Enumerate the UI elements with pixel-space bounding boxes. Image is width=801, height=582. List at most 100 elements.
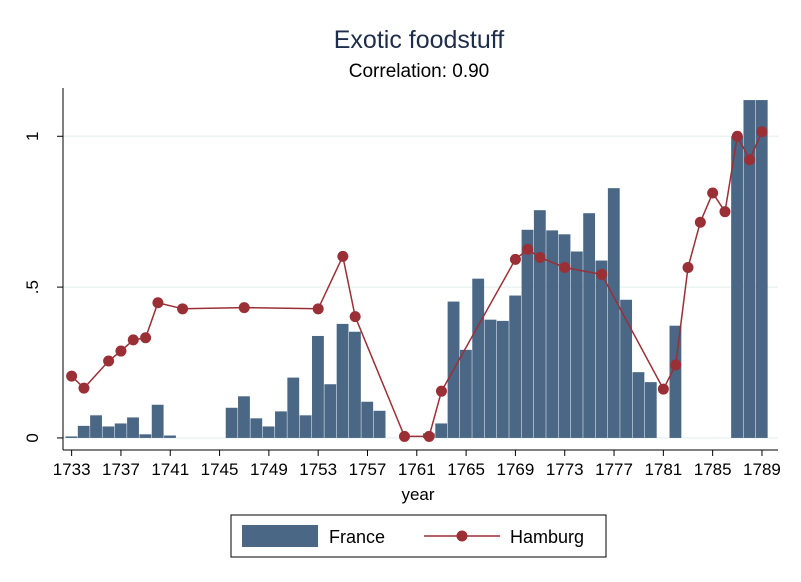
x-tick-label: 1737 (102, 460, 140, 479)
x-tick-label: 1753 (299, 460, 337, 479)
france-bar (546, 230, 559, 438)
hamburg-point (66, 370, 78, 382)
france-bar (90, 415, 102, 438)
legend-swatch-france (242, 525, 318, 547)
france-bar (509, 295, 522, 438)
france-bar (521, 229, 534, 438)
x-tick-label: 1741 (151, 460, 189, 479)
chart-subtitle: Correlation: 0.90 (349, 61, 489, 82)
france-bar (164, 435, 176, 438)
france-bar (533, 210, 546, 438)
hamburg-point (78, 382, 90, 394)
x-tick-label: 1781 (644, 460, 682, 479)
france-bar (238, 396, 250, 438)
france-bar (632, 372, 645, 438)
france-bar (324, 384, 337, 438)
france-bar (349, 331, 361, 438)
hamburg-point (694, 216, 706, 228)
france-bar (287, 377, 300, 438)
hamburg-line (66, 126, 768, 442)
x-tick-label: 1769 (497, 460, 535, 479)
france-bar (620, 299, 633, 438)
hamburg-point (398, 430, 410, 442)
france-bar (373, 410, 386, 438)
hamburg-point (522, 243, 534, 255)
y-tick-label: 1 (23, 132, 42, 141)
hamburg-point (657, 383, 669, 395)
france-bar (225, 407, 238, 438)
y-tick-label: .5 (23, 280, 42, 294)
france-bar (77, 425, 90, 438)
x-tick-label: 1789 (743, 460, 781, 479)
x-tick-label: 1785 (694, 460, 732, 479)
france-bar (669, 325, 682, 438)
france-bars (65, 100, 768, 438)
hamburg-point (238, 302, 250, 314)
x-tick-label: 1733 (53, 460, 91, 479)
hamburg-point (596, 268, 608, 280)
legend-label-france: France (329, 527, 385, 547)
hamburg-point (127, 334, 139, 346)
x-tick-label: 1773 (546, 460, 584, 479)
hamburg-point (312, 303, 324, 315)
france-bar (570, 251, 583, 438)
hamburg-point (349, 311, 361, 323)
france-bar (275, 411, 287, 438)
legend: France Hamburg (230, 514, 607, 558)
france-bar (558, 234, 571, 438)
hamburg-point (559, 261, 571, 273)
france-bar (262, 426, 275, 438)
y-tick-label: 0 (23, 433, 42, 442)
hamburg-point (744, 154, 756, 166)
hamburg-point (719, 206, 731, 218)
legend-label-hamburg: Hamburg (510, 527, 584, 547)
france-bar (743, 100, 756, 438)
hamburg-point (756, 126, 768, 138)
x-tick-label: 1745 (201, 460, 239, 479)
hamburg-point (177, 303, 189, 315)
france-bar (139, 434, 152, 438)
france-bar (250, 418, 263, 438)
gridlines (63, 135, 778, 439)
france-bar (583, 213, 596, 438)
axes: 0 .5 1 1733 1737 1741 1745 1749 1753 1757 1761 1765… (23, 88, 781, 479)
france-bar (312, 335, 324, 438)
hamburg-point (115, 345, 127, 357)
x-tick-label: 1761 (398, 460, 436, 479)
france-bar (607, 188, 620, 438)
france-bar (755, 100, 768, 438)
x-axis-title: year (401, 485, 434, 504)
france-bar (299, 415, 312, 438)
france-bar (336, 323, 349, 438)
legend-swatch-hamburg-marker (456, 530, 468, 542)
france-bar (644, 382, 657, 438)
france-bar (435, 423, 448, 438)
france-bar (472, 278, 485, 438)
x-tick-label: 1757 (349, 460, 387, 479)
france-bar (496, 320, 509, 438)
x-tick-label: 1749 (250, 460, 288, 479)
france-bar (65, 436, 78, 438)
france-bar (459, 349, 472, 438)
france-bar (114, 423, 127, 438)
hamburg-point (682, 261, 694, 273)
x-tick-label: 1777 (595, 460, 633, 479)
hamburg-point (103, 355, 115, 367)
france-bar (484, 319, 497, 438)
france-bar (731, 136, 743, 438)
hamburg-point (140, 332, 152, 344)
france-bar (151, 404, 164, 438)
hamburg-point (152, 297, 164, 309)
hamburg-point (435, 385, 447, 397)
hamburg-point (670, 359, 682, 371)
hamburg-point (423, 430, 435, 442)
france-bar (595, 260, 608, 438)
hamburg-point (731, 130, 743, 142)
hamburg-point (707, 187, 719, 199)
hamburg-point (337, 250, 349, 262)
chart-title: Exotic foodstuff (334, 26, 505, 54)
france-bar (102, 426, 115, 438)
hamburg-point (509, 253, 521, 265)
